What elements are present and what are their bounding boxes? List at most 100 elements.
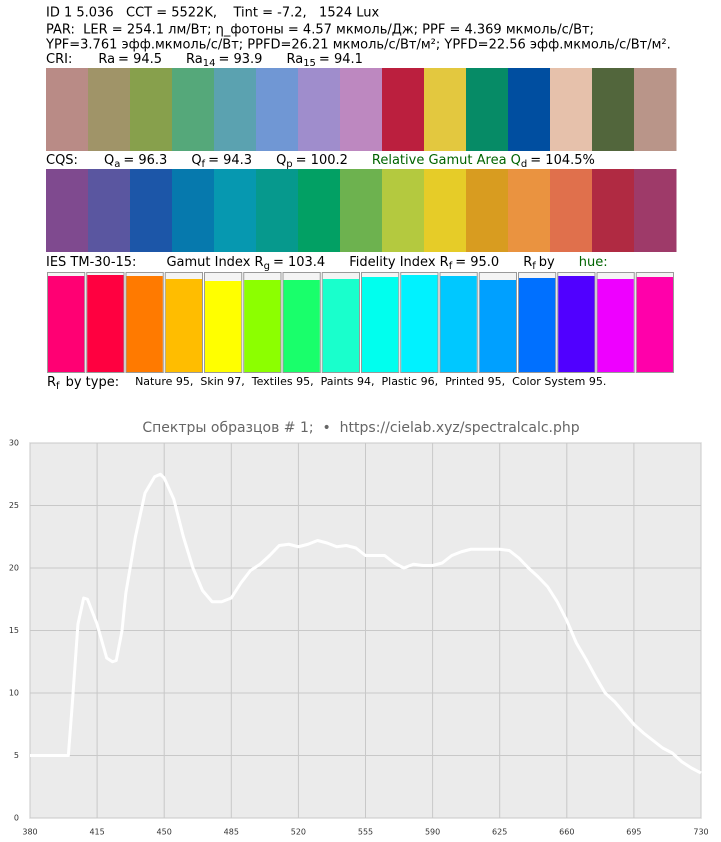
color-swatch <box>298 169 341 252</box>
metric-label: IES TM-30-15: <box>46 255 136 270</box>
color-swatch <box>550 68 593 151</box>
metric-value: = 95.0 <box>455 255 499 270</box>
x-tick-label: 520 <box>291 828 306 837</box>
color-swatch <box>88 68 131 151</box>
color-swatch <box>466 68 509 151</box>
color-swatch <box>340 68 383 151</box>
metric-value: = 96.3 <box>123 153 167 168</box>
metric-name: Ra <box>286 52 303 67</box>
color-swatch <box>256 169 299 252</box>
color-swatch <box>172 169 215 252</box>
metric-line: CRI: Ra = 94.5 Ra14 = 93.9 Ra15 = 94.1 <box>46 52 363 70</box>
metric-sub: 14 <box>203 58 216 69</box>
x-tick-label: 625 <box>492 828 507 837</box>
hue-bar <box>519 278 556 372</box>
hue-bar <box>558 276 595 372</box>
hue-bar <box>597 279 634 372</box>
metric-sub: a <box>114 159 120 170</box>
metric-line: CQS: Qa = 96.3 Qf = 94.3 Qp = 100.2 Relative Ga… <box>46 153 595 171</box>
metric-name: Q <box>191 153 201 168</box>
x-tick-label: 380 <box>22 828 37 837</box>
metric-line: IES TM-30-15: Gamut Index Rg = 103.4 Fideli… <box>46 255 608 273</box>
color-swatch <box>88 169 131 252</box>
hue-bar <box>362 277 399 372</box>
metric-name: Relative Gamut Area Q <box>372 153 521 168</box>
color-swatch <box>256 68 299 151</box>
metric-sub: f <box>202 159 206 170</box>
y-tick-label: 25 <box>9 501 19 510</box>
metric-name: Gamut Index R <box>166 255 263 270</box>
x-tick-label: 485 <box>224 828 239 837</box>
chart-title: Спектры образцов # 1; • https://cielab.x… <box>142 420 579 436</box>
x-tick-label: 415 <box>89 828 104 837</box>
by-type-line: Rf by type: Nature 95, Skin 97, Textiles 9… <box>47 375 606 393</box>
metric-value: = 103.4 <box>273 255 325 270</box>
spectrum-line <box>30 472 702 775</box>
hue-bar <box>283 280 320 372</box>
color-swatch <box>214 169 257 252</box>
color-swatch <box>340 169 383 252</box>
metric-value: = 93.9 <box>218 52 262 67</box>
hue-bar <box>401 275 438 372</box>
hue-bar <box>87 275 124 372</box>
y-tick-label: 0 <box>14 814 19 823</box>
metric-name: Ra <box>98 52 115 67</box>
color-swatch <box>550 169 593 252</box>
hue-bar <box>479 280 516 372</box>
metric-name: R <box>523 255 532 270</box>
y-tick-label: 5 <box>14 751 19 760</box>
metric-value: = 100.2 <box>296 153 348 168</box>
metric-value: = 94.3 <box>208 153 252 168</box>
x-tick-label: 730 <box>693 828 708 837</box>
hue-bar <box>205 281 242 372</box>
color-swatch <box>508 68 551 151</box>
x-tick-label: 590 <box>425 828 440 837</box>
color-swatch <box>46 169 89 252</box>
color-swatch <box>382 169 425 252</box>
y-tick-label: 15 <box>9 626 19 635</box>
y-tick-label: 30 <box>9 439 19 448</box>
metric-label: CQS: <box>46 153 78 168</box>
color-swatch <box>130 68 173 151</box>
hue-bar <box>48 276 85 372</box>
info-line: YPF=3.761 эфф.мкмоль/с/Вт; PPFD=26.21 мк… <box>45 38 671 53</box>
metric-sub: f <box>56 381 60 392</box>
x-tick-label: 660 <box>559 828 574 837</box>
metric-sub: f <box>532 261 536 272</box>
hue-bar <box>322 279 359 372</box>
metric-name: Q <box>104 153 114 168</box>
metric-name: Fidelity Index R <box>349 255 449 270</box>
metric-name: R <box>47 375 56 390</box>
y-tick-label: 20 <box>9 564 19 573</box>
hue-bar <box>440 276 477 372</box>
info-line: ID 1 5.036 CCT = 5522K, Tint = -7.2, 152… <box>46 6 380 21</box>
hue-bar <box>244 280 281 372</box>
metric-name: Ra <box>186 52 203 67</box>
color-swatch <box>298 68 341 151</box>
hue-bar <box>636 277 673 372</box>
metric-value: = 94.1 <box>319 52 363 67</box>
color-swatch <box>130 169 173 252</box>
metric-sub: d <box>521 159 527 170</box>
color-swatch <box>382 68 425 151</box>
metric-name: Q <box>276 153 286 168</box>
metric-sub: g <box>264 261 270 272</box>
hue-bar <box>165 279 202 372</box>
metric-sub: p <box>286 159 292 170</box>
color-swatch <box>634 169 677 252</box>
color-swatch <box>214 68 257 151</box>
x-tick-label: 695 <box>626 828 641 837</box>
color-swatch <box>592 68 635 151</box>
color-swatch <box>634 68 677 151</box>
color-swatch <box>508 169 551 252</box>
metric-value: = 94.5 <box>118 52 162 67</box>
color-swatch <box>592 169 635 252</box>
metric-sub: 15 <box>303 58 316 69</box>
color-swatch <box>424 169 467 252</box>
metric-value: = 104.5% <box>530 153 595 168</box>
x-tick-label: 450 <box>157 828 172 837</box>
color-swatch <box>424 68 467 151</box>
hue-bar <box>126 276 163 372</box>
